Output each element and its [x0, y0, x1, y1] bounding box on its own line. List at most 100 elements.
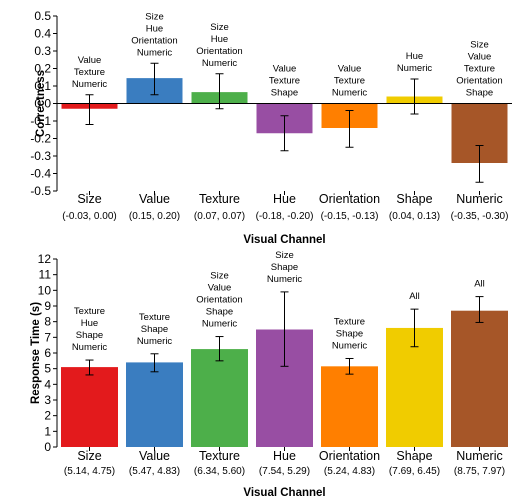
error-bar-size — [85, 94, 94, 125]
y-tick-label: 0 — [44, 440, 51, 454]
x-tick-label: Size — [77, 449, 101, 463]
bar-annotation: Shape — [141, 324, 168, 335]
error-bar-texture — [215, 336, 224, 362]
error-bar-hue — [280, 291, 289, 367]
bar-annotation: Texture — [334, 76, 365, 87]
chart-panel-2: 0123456789101112TextureHueShapeNumericTe… — [30, 250, 508, 499]
y-tick-label: 3 — [44, 393, 51, 407]
bar-annotation: Texture — [74, 67, 105, 78]
x-tick-label: Orientation — [319, 192, 380, 206]
y-axis-title: Response Time (s) — [30, 302, 42, 404]
chart-panel-1: -0.5 -0.4 -0.3 -0.2 -0.1 0.0 0.1 0.2 0.3 0.4 0.5 Va… — [30, 9, 512, 246]
bar-annotation: Value — [208, 283, 232, 294]
y-tick-label: 1 — [44, 424, 51, 438]
bar-annotation: Hue — [146, 23, 163, 34]
bar-annotation: Numeric — [397, 63, 433, 74]
x-tick-label: Texture — [199, 192, 240, 206]
x-tick-label: Hue — [273, 449, 296, 463]
x-axis-title: Visual Channel — [243, 234, 325, 246]
bar-orientation — [321, 366, 378, 447]
error-bar-numeric — [475, 296, 484, 323]
bar-shape — [386, 327, 443, 447]
bar-annotation: All — [409, 291, 420, 302]
bar-annotation: Numeric — [72, 79, 108, 90]
x-range-label: (0.04, 0.13) — [389, 211, 440, 222]
bar-annotation: Hue — [81, 318, 98, 329]
y-tick-label: 7 — [44, 330, 51, 344]
y-tick-label: 2 — [44, 409, 51, 423]
x-range-label: (-0.35, -0.30) — [451, 211, 509, 222]
error-bar-shape — [410, 308, 419, 348]
bar-annotation: Orientation — [196, 295, 242, 306]
error-bar-hue — [280, 115, 289, 152]
x-axis-title: Visual Channel — [243, 487, 325, 499]
y-tick-label: -0.4 — [30, 167, 51, 181]
bar-annotation: Shape — [206, 307, 233, 318]
y-axis-title: Correctness — [35, 70, 47, 137]
x-range-label: (7.54, 5.29) — [259, 466, 310, 477]
bar-annotation: Numeric — [332, 88, 368, 99]
y-tick-label: -0.3 — [30, 149, 51, 163]
x-range-label: (7.69, 6.45) — [389, 466, 440, 477]
bar-annotation: Shape — [466, 88, 493, 99]
bar-annotation: Numeric — [202, 319, 238, 330]
x-tick-label: Shape — [396, 449, 432, 463]
y-tick-label: 0.5 — [34, 9, 51, 23]
bar-annotation: Value — [78, 55, 102, 66]
x-tick-label: Hue — [273, 192, 296, 206]
bar-annotation: Texture — [464, 64, 495, 75]
x-range-label: (-0.15, -0.13) — [321, 211, 379, 222]
bar-annotation: Size — [470, 40, 488, 51]
bar-annotation: Shape — [76, 330, 103, 341]
x-range-label: (-0.18, -0.20) — [256, 211, 314, 222]
y-tick-label: -0.5 — [30, 184, 51, 198]
bar-annotation: All — [474, 279, 485, 290]
y-tick-label: 0.2 — [34, 62, 51, 76]
bar-annotation: Hue — [406, 51, 423, 62]
y-tick-label: 10 — [38, 283, 52, 297]
y-tick-label: -0.1 — [30, 114, 51, 128]
x-range-label: (0.07, 0.07) — [194, 211, 245, 222]
y-tick-label: 0.4 — [34, 27, 51, 41]
bar-annotation: Size — [210, 271, 228, 282]
error-bar-numeric — [475, 145, 484, 183]
bar-annotation: Shape — [271, 262, 298, 273]
bar-annotation: Size — [275, 250, 293, 261]
bar-annotation: Numeric — [267, 274, 303, 285]
bar-texture — [191, 349, 248, 447]
y-tick-label: 4 — [44, 377, 51, 391]
bar-annotation: Shape — [336, 328, 363, 339]
y-tick-label: 0.3 — [34, 44, 51, 58]
bar-annotation: Size — [210, 22, 228, 33]
bar-annotation: Numeric — [332, 340, 368, 351]
x-range-label: (5.14, 4.75) — [64, 466, 115, 477]
error-bar-value — [150, 62, 159, 96]
bar-annotation: Size — [145, 11, 163, 22]
y-tick-label: 0.0 — [34, 97, 51, 111]
x-range-label: (5.24, 4.83) — [324, 466, 375, 477]
y-tick-label: 6 — [44, 346, 51, 360]
bar-value — [126, 362, 183, 447]
error-bar-value — [150, 353, 159, 373]
bar-annotation: Value — [468, 52, 492, 63]
y-tick-label: 12 — [38, 252, 52, 266]
error-bar-texture — [215, 73, 224, 110]
x-tick-label: Texture — [199, 449, 240, 463]
y-tick-label: 9 — [44, 299, 51, 313]
bar-annotation: Orientation — [131, 35, 177, 46]
bar-size — [61, 367, 118, 447]
bar-annotation: Hue — [211, 34, 228, 45]
y-tick-label: 11 — [39, 268, 52, 282]
bar-annotation: Shape — [271, 88, 298, 99]
y-tick-label: 5 — [44, 362, 51, 376]
x-range-label: (0.15, 0.20) — [129, 211, 180, 222]
bar-annotation: Texture — [139, 312, 170, 323]
x-range-label: (-0.03, 0.00) — [62, 211, 116, 222]
bar-annotation: Value — [273, 64, 297, 75]
x-tick-label: Numeric — [456, 449, 503, 463]
bar-annotation: Numeric — [137, 336, 173, 347]
y-tick-label: 0.1 — [34, 79, 51, 93]
bar-annotation: Numeric — [137, 47, 173, 58]
error-bar-size — [85, 359, 94, 376]
